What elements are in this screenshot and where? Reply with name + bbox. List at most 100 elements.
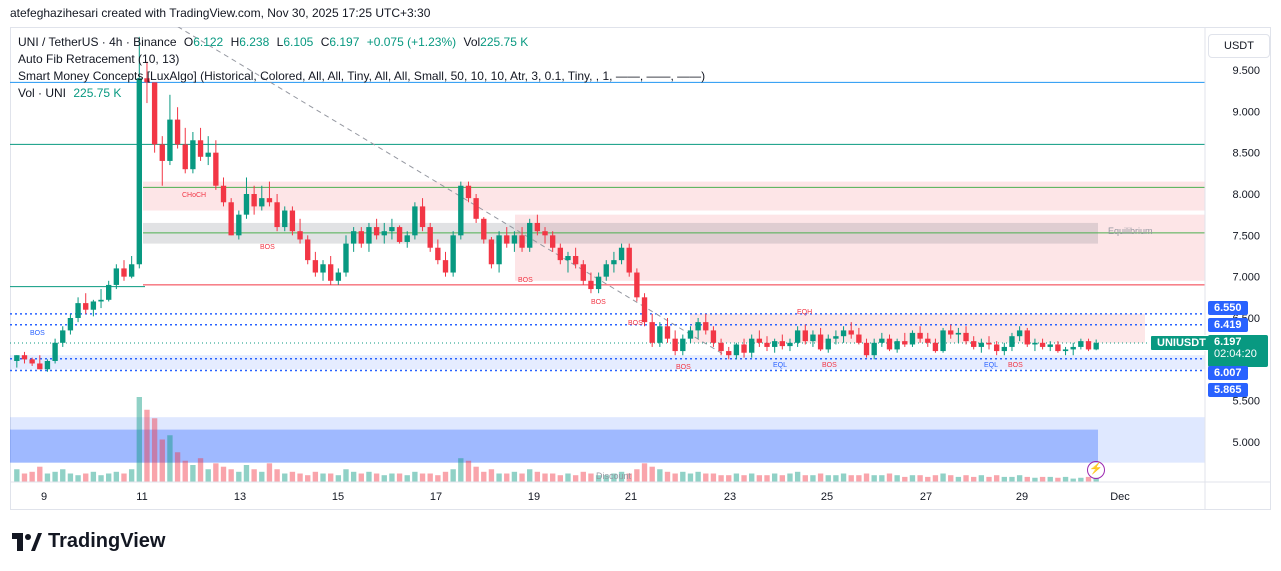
legend-open: 6.122 <box>193 35 224 49</box>
volume-bar <box>542 473 548 482</box>
candle-body <box>1032 342 1038 345</box>
candle-body <box>879 338 885 343</box>
candle-body <box>90 301 97 310</box>
volume-bar <box>151 418 158 482</box>
volume-bar <box>328 473 334 482</box>
symbol-badge: UNIUSDT <box>1150 335 1213 351</box>
volume-bar <box>1009 476 1015 482</box>
volume-bar <box>350 471 357 482</box>
volume-bar <box>986 476 992 482</box>
brand-name: TradingView <box>48 530 166 552</box>
volume-bar <box>228 469 234 482</box>
candle-body <box>687 330 694 339</box>
volume-bar <box>220 466 227 482</box>
candle-body <box>67 318 74 331</box>
volume-bar <box>779 475 785 482</box>
volume-bar <box>335 475 342 482</box>
y-tick-label: 9.000 <box>1232 106 1260 118</box>
annotation-label: EQL <box>773 362 787 369</box>
candle-body <box>412 206 418 236</box>
candle-body <box>427 227 433 248</box>
candle-body <box>511 235 518 244</box>
volume-bar <box>894 475 900 482</box>
volume-bar <box>458 458 464 482</box>
legend-change: +0.075 (+1.23%) <box>366 35 457 49</box>
candle-body <box>481 218 487 240</box>
volume-bar <box>450 469 456 482</box>
volume-bar <box>144 409 150 482</box>
volume-bar <box>948 475 954 482</box>
volume-bar <box>565 473 571 482</box>
chart-frame <box>10 27 1271 510</box>
candle-body <box>60 330 66 343</box>
candle-body <box>52 342 58 361</box>
candle-body <box>787 342 793 347</box>
candle-body <box>825 338 831 350</box>
candle-body <box>565 256 571 261</box>
y-tick-label: 8.000 <box>1232 189 1260 201</box>
candle-body <box>848 330 854 335</box>
volume-bar <box>672 473 678 482</box>
volume-bar <box>718 475 724 482</box>
volume-bar <box>29 471 35 482</box>
volume-bar <box>886 473 893 482</box>
volume-bar <box>618 471 625 482</box>
volume-bar <box>978 475 985 482</box>
candle-body <box>350 231 357 244</box>
volume-bar <box>511 471 518 482</box>
price-badge-5865: 5.865 <box>1208 383 1248 397</box>
candle-body <box>771 341 778 347</box>
volume-bar <box>52 471 58 482</box>
legend-vol-label: Vol <box>463 35 481 49</box>
volume-bar <box>971 476 977 482</box>
volume-bar <box>871 475 877 482</box>
legend-symbol[interactable]: UNI / TetherUS · 4h · Binance <box>18 35 177 49</box>
volume-bar <box>710 473 717 482</box>
candle-body <box>756 338 763 343</box>
lightning-icon[interactable]: ⚡ <box>1087 461 1105 479</box>
candle-body <box>940 330 946 352</box>
legend-smc-indicator[interactable]: Smart Money Concepts [LuxAlgo] (Historic… <box>18 69 706 83</box>
volume-bar <box>182 460 188 482</box>
last-price-badge: 6.197 02:04:20 <box>1208 335 1268 367</box>
candle-body <box>986 342 992 345</box>
candle-body <box>174 119 181 145</box>
candle-body <box>657 326 663 343</box>
candle-body <box>741 344 747 353</box>
y-tick-label: 8.500 <box>1232 148 1260 160</box>
annotation-label: BOS <box>260 244 275 251</box>
legend-h-label: H <box>230 35 240 49</box>
volume-bar <box>741 475 747 482</box>
candle-body <box>458 185 464 236</box>
volume-bar <box>419 473 426 482</box>
volume-bar <box>580 471 586 482</box>
volume-bar <box>519 473 525 482</box>
volume-bar <box>496 473 502 482</box>
y-tick-label: 9.500 <box>1232 65 1260 77</box>
candle-body <box>228 202 234 236</box>
volume-bar <box>603 475 609 482</box>
volume-bar <box>259 471 265 482</box>
candle-body <box>328 264 334 281</box>
price-chart[interactable]: CHoCH BOS BOS BOS BOS BOS EQH BOS EQL BOS EQL BOS Eq… <box>10 27 1271 510</box>
volume-bar <box>749 473 755 482</box>
candle-body <box>182 144 188 170</box>
volume-bar <box>297 473 303 482</box>
legend-volume-indicator[interactable]: Vol · UNI 225.75 K <box>18 86 121 100</box>
volume-bar <box>21 473 28 482</box>
legend-fib-indicator[interactable]: Auto Fib Retracement (10, 13) <box>18 52 180 66</box>
candle-body <box>534 222 541 232</box>
volume-bar <box>955 476 962 482</box>
currency-button[interactable]: USDT <box>1208 34 1270 58</box>
annotation-label: BOS <box>591 299 606 306</box>
volume-bar <box>963 475 969 482</box>
volume-bar <box>396 473 403 482</box>
x-tick-label: 9 <box>41 491 47 503</box>
volume-bar <box>312 471 319 482</box>
volume-bar <box>657 469 663 482</box>
candle-body <box>381 231 387 236</box>
volume-bar <box>825 475 831 482</box>
volume-bar <box>481 471 487 482</box>
candle-body <box>840 330 847 337</box>
volume-bar <box>902 476 908 482</box>
